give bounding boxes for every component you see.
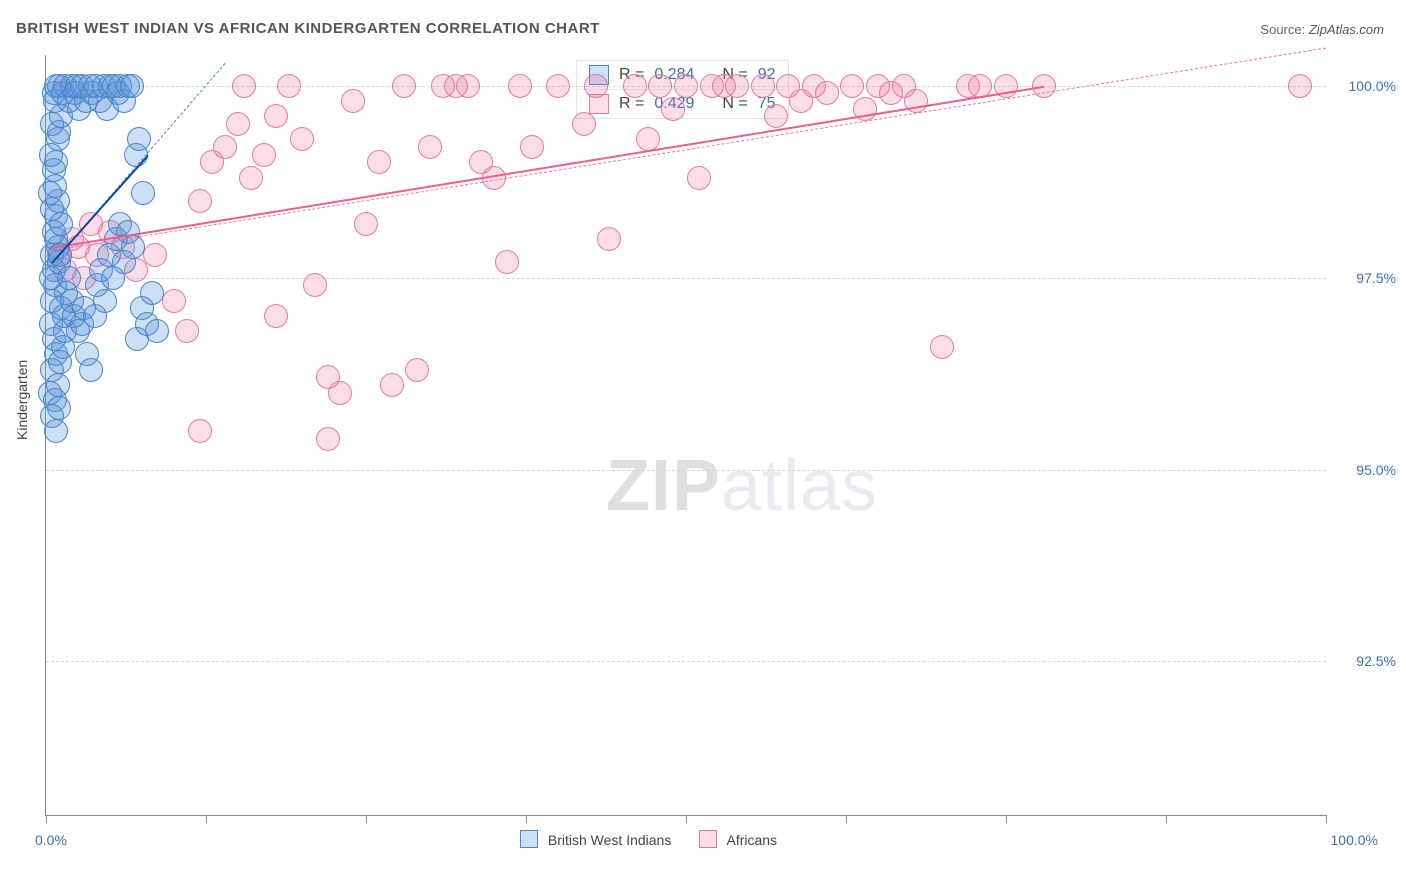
data-point xyxy=(380,373,404,397)
data-point xyxy=(815,81,839,105)
legend-item-bwi: British West Indians xyxy=(520,830,671,848)
y-tick-label: 97.5% xyxy=(1336,270,1396,286)
data-point xyxy=(623,74,647,98)
data-point xyxy=(328,381,352,405)
data-point xyxy=(175,319,199,343)
x-axis-max-label: 100.0% xyxy=(1331,832,1378,848)
data-point xyxy=(303,273,327,297)
afr-series-name: Africans xyxy=(726,832,777,848)
afr-swatch xyxy=(699,830,717,848)
data-point xyxy=(456,74,480,98)
bwi-swatch xyxy=(520,830,538,848)
source-value: ZipAtlas.com xyxy=(1309,22,1384,37)
data-point xyxy=(232,74,256,98)
data-point xyxy=(188,189,212,213)
data-point xyxy=(1288,74,1312,98)
source-label: Source: xyxy=(1260,22,1305,37)
data-point xyxy=(648,74,672,98)
x-tick xyxy=(46,815,47,823)
source-attribution: Source: ZipAtlas.com xyxy=(1260,22,1384,37)
data-point xyxy=(239,166,263,190)
x-tick xyxy=(526,815,527,823)
x-tick xyxy=(846,815,847,823)
data-point xyxy=(572,112,596,136)
x-tick xyxy=(366,815,367,823)
data-point xyxy=(188,419,212,443)
data-point xyxy=(79,358,103,382)
data-point xyxy=(584,74,608,98)
data-point xyxy=(120,74,144,98)
stats-n-label: N = xyxy=(722,95,747,113)
watermark: ZIPatlas xyxy=(606,445,878,527)
data-point xyxy=(930,335,954,359)
data-point xyxy=(213,135,237,159)
gridline-h xyxy=(46,470,1326,471)
data-point xyxy=(520,135,544,159)
data-point xyxy=(405,358,429,382)
data-point xyxy=(38,181,62,205)
gridline-h xyxy=(46,278,1326,279)
x-tick xyxy=(1006,815,1007,823)
data-point xyxy=(495,250,519,274)
x-tick xyxy=(686,815,687,823)
data-point xyxy=(316,427,340,451)
data-point xyxy=(508,74,532,98)
data-point xyxy=(840,74,864,98)
data-point xyxy=(44,419,68,443)
data-point xyxy=(277,74,301,98)
y-tick-label: 100.0% xyxy=(1336,78,1396,94)
data-point xyxy=(764,104,788,128)
data-point xyxy=(751,74,775,98)
data-point xyxy=(264,104,288,128)
y-axis-title: Kindergarten xyxy=(14,360,30,440)
data-point xyxy=(597,227,621,251)
x-tick xyxy=(1326,815,1327,823)
legend-item-afr: Africans xyxy=(699,830,777,848)
data-point xyxy=(127,127,151,151)
data-point xyxy=(725,74,749,98)
data-point xyxy=(145,319,169,343)
y-tick-label: 92.5% xyxy=(1336,653,1396,669)
scatter-plot-area: ZIPatlas R = 0.284 N = 92 R = 0.429 N = … xyxy=(45,55,1326,816)
data-point xyxy=(392,74,416,98)
data-point xyxy=(661,97,685,121)
data-point xyxy=(290,127,314,151)
data-point xyxy=(162,289,186,313)
data-point xyxy=(140,281,164,305)
data-point xyxy=(143,243,167,267)
gridline-h xyxy=(46,661,1326,662)
watermark-atlas: atlas xyxy=(721,446,878,526)
x-axis-min-label: 0.0% xyxy=(35,832,67,848)
series-legend: British West Indians Africans xyxy=(520,830,777,848)
y-tick-label: 95.0% xyxy=(1336,462,1396,478)
data-point xyxy=(418,135,442,159)
chart-title: BRITISH WEST INDIAN VS AFRICAN KINDERGAR… xyxy=(16,20,600,37)
bwi-series-name: British West Indians xyxy=(548,832,671,848)
watermark-zip: ZIP xyxy=(606,446,721,526)
x-tick xyxy=(206,815,207,823)
data-point xyxy=(367,150,391,174)
x-tick xyxy=(1166,815,1167,823)
data-point xyxy=(354,212,378,236)
data-point xyxy=(341,89,365,113)
data-point xyxy=(131,181,155,205)
data-point xyxy=(546,74,570,98)
data-point xyxy=(93,289,117,313)
data-point xyxy=(226,112,250,136)
stats-r-label: R = xyxy=(619,95,644,113)
data-point xyxy=(687,166,711,190)
data-point xyxy=(57,266,81,290)
data-point xyxy=(674,74,698,98)
data-point xyxy=(252,143,276,167)
data-point xyxy=(264,304,288,328)
